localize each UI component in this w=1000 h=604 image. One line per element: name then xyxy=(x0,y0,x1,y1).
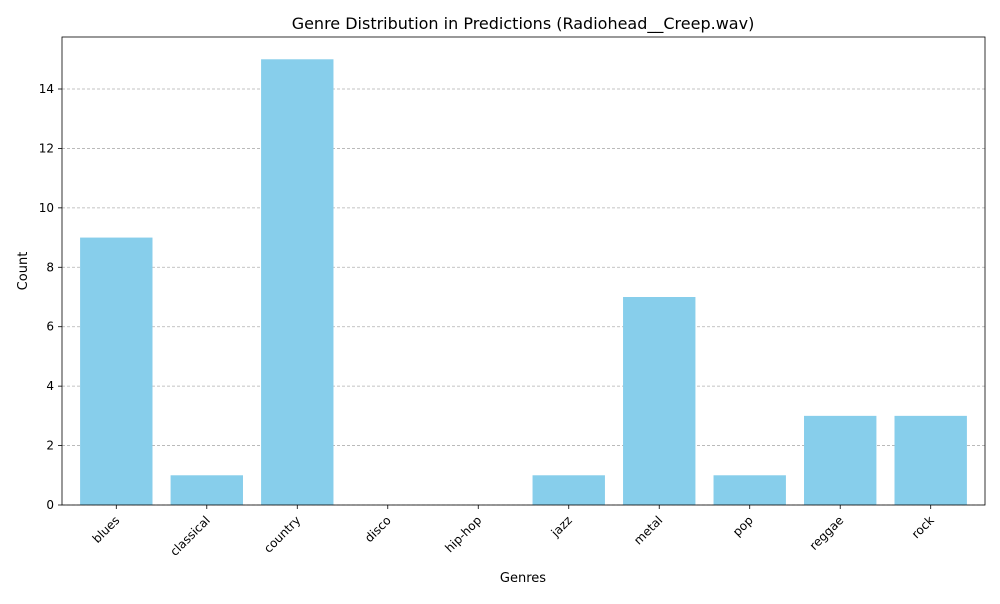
x-tick-label: disco xyxy=(362,513,394,545)
x-ticks: blues classical country disco hip-hop jazz met… xyxy=(90,505,937,559)
x-tick-label: country xyxy=(261,513,303,555)
bar-jazz xyxy=(532,475,605,505)
bar-country xyxy=(261,59,334,506)
bar-reggae xyxy=(804,415,877,505)
bar-classical xyxy=(170,475,243,505)
bar-metal xyxy=(623,297,696,505)
x-tick-label: metal xyxy=(631,513,665,547)
y-tick-label: 10 xyxy=(39,201,54,215)
x-axis-label: Genres xyxy=(500,571,546,586)
bars xyxy=(80,59,967,506)
axes xyxy=(61,36,986,506)
x-tick-label: blues xyxy=(90,513,123,546)
x-tick-label: jazz xyxy=(548,513,575,540)
x-tick-label: reggae xyxy=(807,513,847,553)
bar-pop xyxy=(713,475,786,505)
x-tick-label: classical xyxy=(167,513,213,559)
x-tick-label: rock xyxy=(909,513,937,541)
x-tick-label: hip-hop xyxy=(442,513,484,555)
y-tick-label: 6 xyxy=(46,320,54,334)
y-ticks: 0 2 4 6 8 10 12 14 xyxy=(39,82,62,512)
y-tick-label: 12 xyxy=(39,141,54,155)
y-tick-label: 14 xyxy=(39,82,54,96)
bar-rock xyxy=(894,415,967,505)
y-tick-label: 4 xyxy=(46,379,54,393)
x-tick-label: pop xyxy=(730,513,756,539)
y-tick-label: 0 xyxy=(46,498,54,512)
y-tick-label: 2 xyxy=(46,439,54,453)
y-axis-label: Count xyxy=(16,252,31,291)
chart-title: Genre Distribution in Predictions (Radio… xyxy=(292,14,755,34)
plot-frame xyxy=(61,36,986,506)
y-tick-label: 8 xyxy=(46,260,54,274)
bar-blues xyxy=(80,237,153,506)
